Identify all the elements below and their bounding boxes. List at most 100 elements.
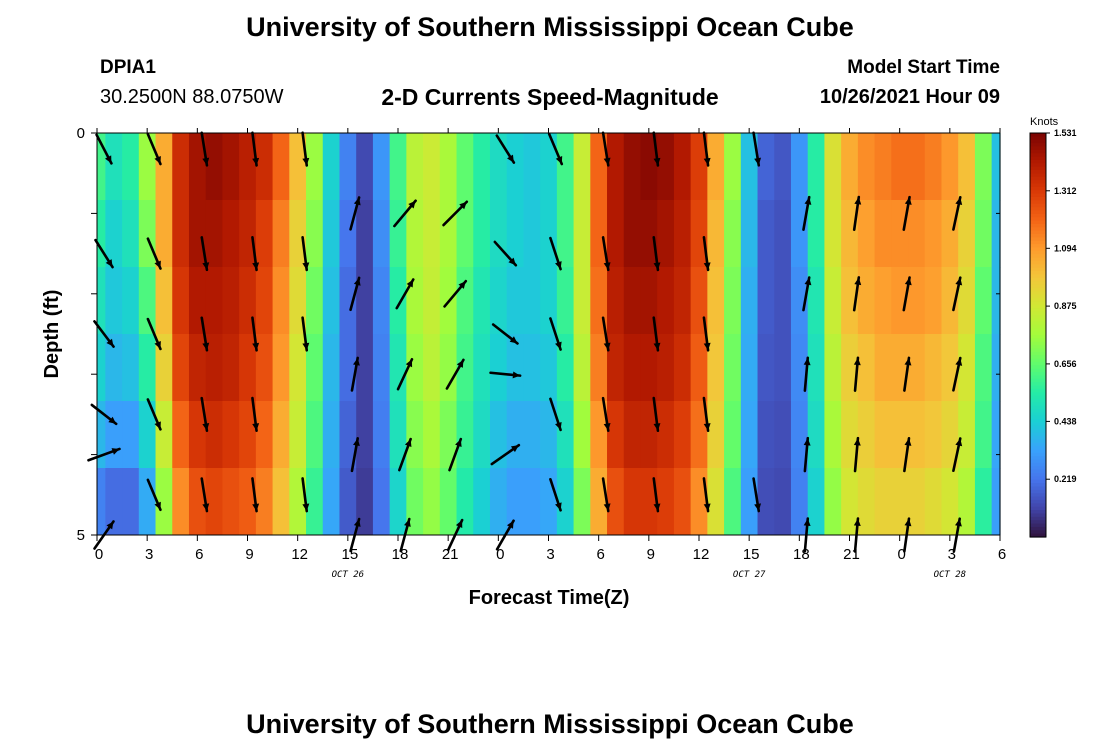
arrow-head [202,503,210,512]
heatmap-cell [924,200,943,268]
current-arrow [94,238,114,269]
arrow-head [603,422,611,431]
arrow-head [154,421,161,430]
colorbar-swatch [1030,483,1046,488]
colorbar-swatch [1030,324,1046,329]
heatmap-cell [941,334,959,402]
heatmap-cell [974,401,993,469]
heatmap-cell [205,468,224,536]
heatmap-cell [105,267,123,335]
heatmap-cell [97,133,106,201]
heatmap-cell [724,267,742,335]
heatmap-cell [389,200,407,268]
colorbar-swatch [1030,254,1046,259]
model-start-label: Model Start Time [847,57,1000,78]
colorbar-swatch [1030,314,1046,319]
heatmap-cell [891,401,909,469]
heatmap-cell [272,468,290,536]
colorbar-swatch [1030,405,1046,410]
heatmap-cell [573,267,591,335]
heatmap-cell [640,200,658,268]
colorbar-swatch [1030,510,1046,515]
heatmap-cell [188,401,207,469]
colorbar-swatch [1030,237,1046,242]
current-arrow [251,477,260,513]
heatmap-cell [724,200,742,268]
heatmap-cell [540,334,558,402]
heatmap-cells [97,133,1001,536]
heatmap-cell [372,334,391,402]
heatmap-cell [155,267,173,335]
heatmap-cell [824,200,842,268]
arrow-head [904,277,912,286]
heatmap-cell [97,267,106,335]
heatmap-cell [456,334,474,402]
arrow-head [202,342,210,351]
colorbar-swatch [1030,425,1046,430]
heatmap-cell [724,133,742,201]
heatmap-cell [489,334,508,402]
heatmap-cell [322,334,341,402]
heatmap-cell [640,133,658,201]
heatmap-cell [456,200,474,268]
heatmap-cell [523,267,541,335]
heatmap-cell [958,267,976,335]
colorbar-swatch [1030,351,1046,356]
heatmap-cell [824,334,842,402]
heatmap-cell [824,468,842,536]
heatmap-cell [122,267,140,335]
heatmap-cell [657,468,675,536]
colorbar-swatch [1030,260,1046,265]
current-arrow [251,316,260,352]
heatmap-cell [941,468,959,536]
colorbar-swatch [1030,220,1046,225]
heatmap-cell [372,401,391,469]
heatmap-cell [707,334,725,402]
colorbar-swatch [1030,402,1046,407]
heatmap-cell [673,200,692,268]
heatmap-cell [506,401,525,469]
heatmap-cell [857,200,876,268]
heatmap-cell [841,401,859,469]
colorbar-swatch [1030,520,1046,525]
colorbar-tick-label: 1.094 [1054,243,1077,253]
colorbar-swatch [1030,395,1046,400]
heatmap-cell [272,267,290,335]
colorbar-swatch [1030,496,1046,501]
heatmap-cell [105,334,123,402]
colorbar-swatch [1030,170,1046,174]
heatmap-cell [138,267,157,335]
chart-subtitle: 2-D Currents Speed-Magnitude [381,84,719,110]
arrow-head [353,357,360,366]
current-arrow [547,132,564,166]
arrow-head [555,502,562,511]
x-tick-label: 3 [145,546,153,563]
x-tick-label: 15 [341,546,358,563]
heatmap-cell [289,334,307,402]
colorbar-swatch [1030,240,1046,245]
heatmap-cell [239,334,257,402]
current-arrow [443,279,468,308]
arrow-head [455,520,463,529]
current-arrow [702,396,711,433]
colorbar-swatch [1030,473,1046,477]
heatmap-cell [289,401,307,469]
heatmap-cell [908,401,926,469]
heatmap-cell [958,133,976,201]
colorbar-swatch [1030,432,1046,437]
x-tick-label: 21 [442,546,459,563]
heatmap-cell [807,334,826,402]
heatmap-cell [255,133,274,201]
colorbar-swatch [1030,452,1046,457]
colorbar-swatch [1030,341,1046,346]
colorbar-swatch [1030,533,1046,538]
colorbar-swatch [1030,489,1046,494]
heatmap-cell [757,468,775,536]
heatmap-cell [607,468,625,536]
colorbar-swatch [1030,331,1046,336]
arrow-head [955,438,963,447]
heatmap-cell [105,200,123,268]
heatmap-cell [188,133,207,201]
heatmap-cell [339,267,357,335]
heatmap-cell [205,133,224,201]
